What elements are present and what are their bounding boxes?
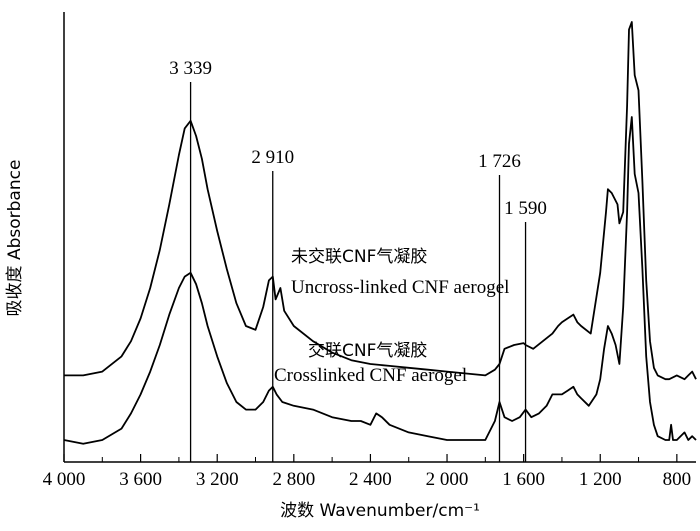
x-tick-label: 2 000	[426, 469, 469, 490]
x-tick-label: 1 600	[502, 469, 545, 490]
series-label-uncrosslinked-en: Uncross-linked CNF aerogel	[291, 277, 509, 298]
series-line-crosslinked	[63, 116, 697, 445]
y-axis-label: 吸收度 Absorbance	[5, 160, 25, 317]
peak-label: 1 590	[504, 198, 547, 219]
x-tick-label: 800	[663, 469, 692, 490]
x-tick-label: 2 800	[272, 469, 315, 490]
series-label-uncrosslinked-zh: 未交联CNF气凝胶	[291, 247, 427, 267]
peak-markers: 3 339 2 910 1 726 1 590	[169, 58, 547, 462]
peak-label: 1 726	[478, 151, 521, 172]
peak-label: 2 910	[251, 147, 294, 168]
x-tick-label: 3 600	[119, 469, 162, 490]
x-axis-label: 波数 Wavenumber/cm⁻¹	[280, 501, 480, 521]
series-line-uncrosslinked	[64, 21, 697, 381]
plot-frame	[63, 12, 696, 463]
x-tick-label: 3 200	[196, 469, 239, 490]
series-label-crosslinked-zh: 交联CNF气凝胶	[308, 341, 427, 361]
x-tick-label: 2 400	[349, 469, 392, 490]
series-label-crosslinked-en: Crosslinked CNF aerogel	[274, 365, 467, 386]
x-tick-label: 1 200	[579, 469, 622, 490]
peak-label: 3 339	[169, 58, 212, 79]
x-tick-label: 4 000	[43, 469, 86, 490]
x-ticks: 4 000 3 600 3 200 2 800 2 400 2 000 1 600 1 200…	[43, 454, 691, 490]
